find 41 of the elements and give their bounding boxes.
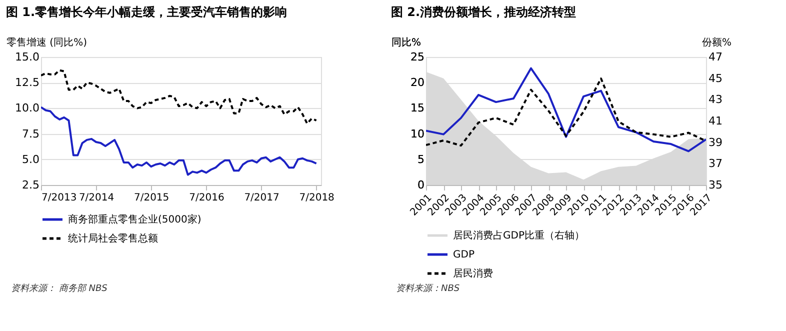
y2-tick-label: 43 (708, 93, 722, 106)
y-tick-label: 25 (410, 50, 424, 64)
text: 资料来源：NBS (396, 283, 460, 294)
x-tick-label: 7/2014 (78, 192, 114, 204)
text: 资料来源： 商务部 NBS (11, 283, 108, 294)
legend-label: GDP (453, 250, 474, 260)
y-tick-label: 5.0 (22, 152, 40, 166)
y-tick-label: 5 (418, 152, 424, 166)
y-tick-label: 0 (418, 178, 424, 192)
line-series (426, 67, 706, 152)
y-tick-label: 7.5 (22, 127, 40, 140)
chart-title: 图 1.零售增长今年小幅走缓，主要受汽车销售的影响 (6, 5, 288, 19)
y2-tick-label: 45 (708, 72, 722, 85)
x-tick-label: 7/2017 (244, 192, 280, 204)
legend-label: 居民消费 (453, 268, 493, 280)
y2-tick-label: 39 (708, 136, 722, 149)
y-axis-title: 同比% (392, 36, 422, 48)
line-series (41, 106, 318, 176)
y-tick-label: 10 (410, 127, 424, 140)
y-tick-label: 2.5 (22, 178, 40, 192)
legend-label: 居民消费占GDP比重（右轴） (453, 230, 584, 242)
y2-axis-title: 份额% (702, 36, 732, 48)
x-tick-label: 7/2013 (42, 192, 77, 204)
x-tick-label: 7/2018 (299, 192, 334, 204)
y-tick-label: 12.5 (15, 76, 40, 90)
chart-title: 图 2.消费份额增长，推动经济转型 (391, 5, 576, 19)
legend-label: 商务部重点零售企业(5000家) (68, 214, 202, 226)
x-tick-label: 7/2015 (134, 192, 170, 204)
y-tick-label: 10.0 (15, 102, 40, 115)
x-tick-label: 7/2016 (189, 192, 224, 204)
y2-tick-label: 47 (708, 50, 722, 64)
y-tick-label: 15 (410, 102, 424, 115)
y-axis-title: 零售增速 (同比%) (6, 36, 88, 48)
line-series (41, 69, 318, 125)
y-tick-label: 15.0 (15, 50, 40, 64)
y-tick-label: 20 (410, 76, 424, 90)
y2-tick-label: 41 (708, 114, 722, 128)
y2-tick-label: 35 (708, 178, 722, 192)
legend-label: 统计局社会零售总额 (68, 232, 158, 244)
line-series (426, 78, 706, 147)
y2-tick-label: 37 (708, 157, 722, 170)
